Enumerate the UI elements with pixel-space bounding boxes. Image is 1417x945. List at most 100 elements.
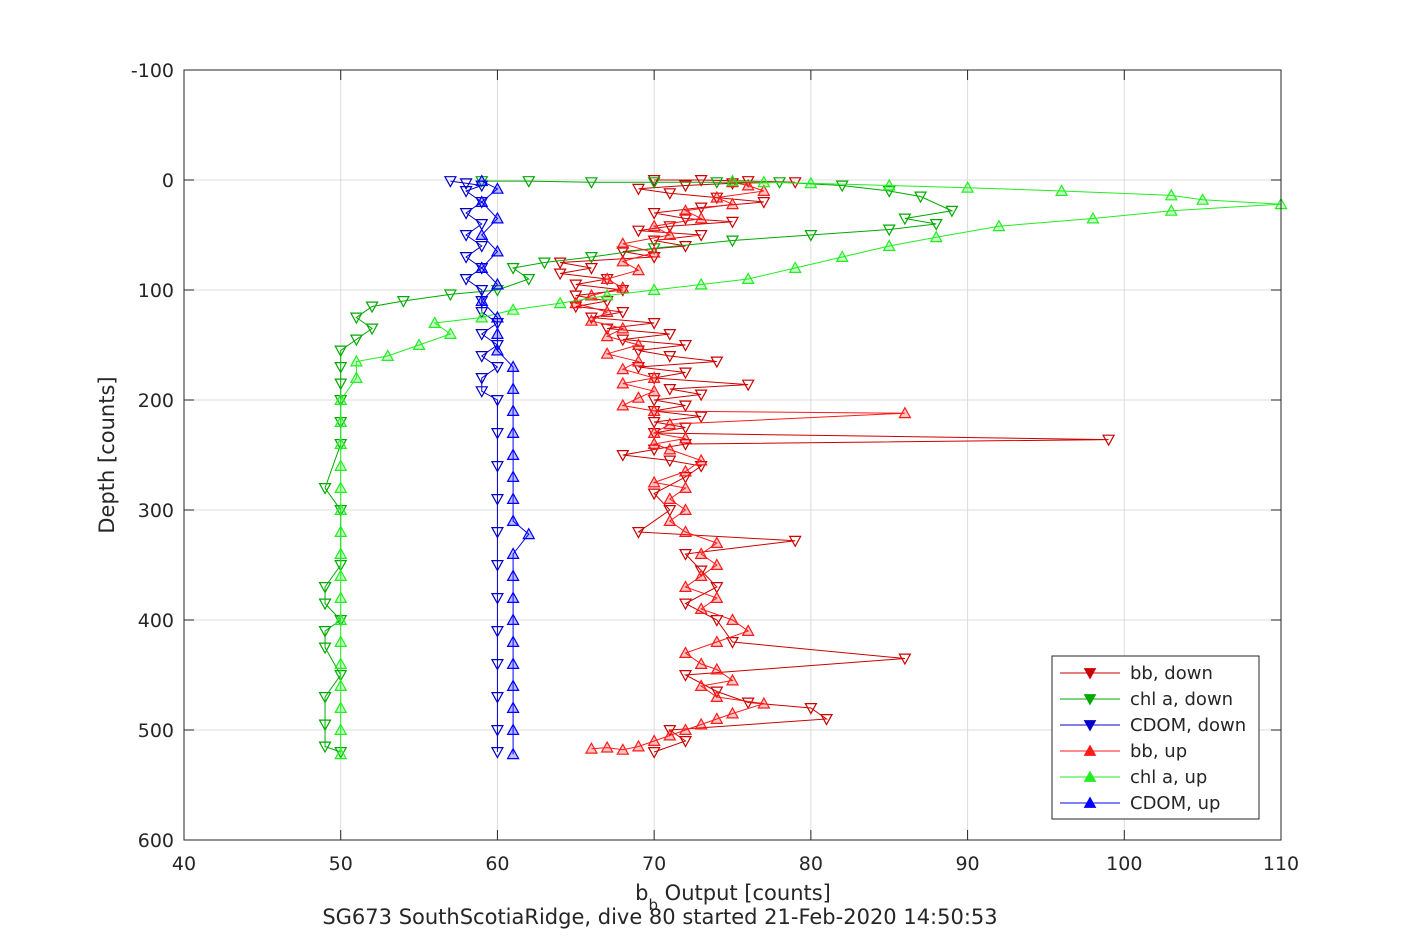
legend-box bbox=[1051, 655, 1260, 820]
x-tick-label: 110 bbox=[1263, 853, 1299, 875]
data-point bbox=[710, 635, 724, 648]
data-point bbox=[694, 657, 708, 670]
data-point bbox=[459, 230, 473, 242]
data-point bbox=[804, 176, 818, 189]
data-point bbox=[600, 305, 614, 317]
data-point bbox=[506, 448, 520, 460]
data-point bbox=[678, 340, 693, 352]
data-point bbox=[678, 669, 693, 682]
data-point bbox=[490, 724, 504, 737]
data-point bbox=[475, 219, 489, 231]
data-point bbox=[663, 417, 677, 430]
data-point bbox=[678, 439, 693, 451]
data-point bbox=[725, 235, 740, 248]
plot-caption: SG673 SouthScotiaRidge, dive 80 started … bbox=[322, 905, 997, 929]
data-point bbox=[553, 296, 567, 309]
data-point bbox=[741, 178, 755, 191]
data-point bbox=[616, 307, 630, 319]
data-point bbox=[334, 481, 348, 493]
data-point bbox=[710, 712, 724, 725]
data-point bbox=[804, 230, 818, 242]
data-point bbox=[334, 569, 348, 582]
y-tick-label: 300 bbox=[138, 500, 174, 522]
data-point bbox=[678, 213, 693, 226]
data-point bbox=[443, 327, 457, 339]
data-point bbox=[757, 696, 771, 709]
x-tick-label: 50 bbox=[329, 853, 353, 875]
data-point bbox=[1086, 211, 1100, 224]
data-point bbox=[725, 178, 740, 191]
data-point bbox=[710, 581, 724, 594]
data-point bbox=[678, 431, 693, 444]
data-point bbox=[678, 646, 693, 659]
x-axis-label-subscript: b bbox=[648, 896, 658, 914]
data-point bbox=[741, 379, 755, 392]
data-point bbox=[600, 329, 614, 342]
data-point bbox=[318, 741, 332, 754]
data-point bbox=[788, 261, 802, 273]
data-point bbox=[349, 334, 363, 347]
data-point bbox=[694, 175, 708, 187]
data-point bbox=[334, 723, 348, 736]
data-point bbox=[710, 591, 724, 604]
data-point bbox=[459, 274, 473, 286]
data-point bbox=[318, 691, 332, 704]
data-point bbox=[334, 679, 348, 692]
series-line-cdom-up bbox=[481, 180, 530, 755]
data-point bbox=[945, 205, 959, 218]
data-point bbox=[663, 228, 677, 240]
data-point bbox=[349, 371, 363, 383]
data-point bbox=[490, 428, 504, 440]
x-tick-label: 90 bbox=[955, 853, 979, 875]
data-point bbox=[506, 613, 520, 626]
data-point bbox=[663, 384, 677, 396]
data-point bbox=[929, 219, 943, 231]
data-point bbox=[553, 257, 567, 270]
legend-label: CDOM, down bbox=[1130, 715, 1246, 736]
data-point bbox=[506, 404, 520, 416]
data-point bbox=[694, 679, 708, 692]
data-point bbox=[506, 492, 520, 504]
data-point bbox=[631, 345, 645, 358]
data-point bbox=[678, 472, 693, 484]
data-point bbox=[584, 741, 598, 754]
data-point bbox=[584, 177, 598, 189]
data-point bbox=[506, 635, 520, 648]
data-point bbox=[475, 351, 489, 363]
data-point bbox=[647, 208, 661, 220]
data-point bbox=[506, 470, 520, 482]
data-point bbox=[663, 455, 677, 468]
data-point bbox=[584, 314, 598, 326]
legend-item: chl a, down bbox=[1060, 689, 1233, 710]
data-point bbox=[631, 362, 645, 374]
plot-frame bbox=[183, 69, 1282, 841]
data-point bbox=[694, 717, 708, 730]
y-axis-label: Depth [counts] bbox=[95, 376, 119, 533]
data-point bbox=[522, 527, 536, 540]
data-point bbox=[490, 285, 504, 297]
legend-marker bbox=[1083, 770, 1097, 782]
data-point bbox=[412, 338, 426, 350]
data-point bbox=[600, 296, 614, 308]
legend-item: CDOM, up bbox=[1060, 793, 1220, 814]
data-point bbox=[631, 526, 645, 539]
data-point bbox=[647, 235, 661, 248]
series-line-chl-a-up bbox=[340, 180, 1282, 755]
data-point bbox=[694, 277, 708, 290]
data-point bbox=[663, 724, 677, 737]
data-point bbox=[475, 329, 489, 341]
data-point bbox=[616, 237, 630, 249]
legend-item: CDOM, down bbox=[1060, 715, 1246, 736]
data-point bbox=[506, 723, 520, 736]
data-point bbox=[490, 746, 504, 759]
data-point bbox=[318, 483, 332, 495]
data-point bbox=[506, 569, 520, 582]
data-point bbox=[475, 174, 489, 187]
data-point bbox=[678, 180, 693, 193]
data-point bbox=[694, 565, 708, 578]
legend-label: bb, up bbox=[1130, 741, 1187, 762]
data-point bbox=[475, 294, 489, 306]
data-point bbox=[741, 272, 755, 284]
data-point bbox=[788, 535, 802, 548]
data-point bbox=[741, 697, 755, 710]
